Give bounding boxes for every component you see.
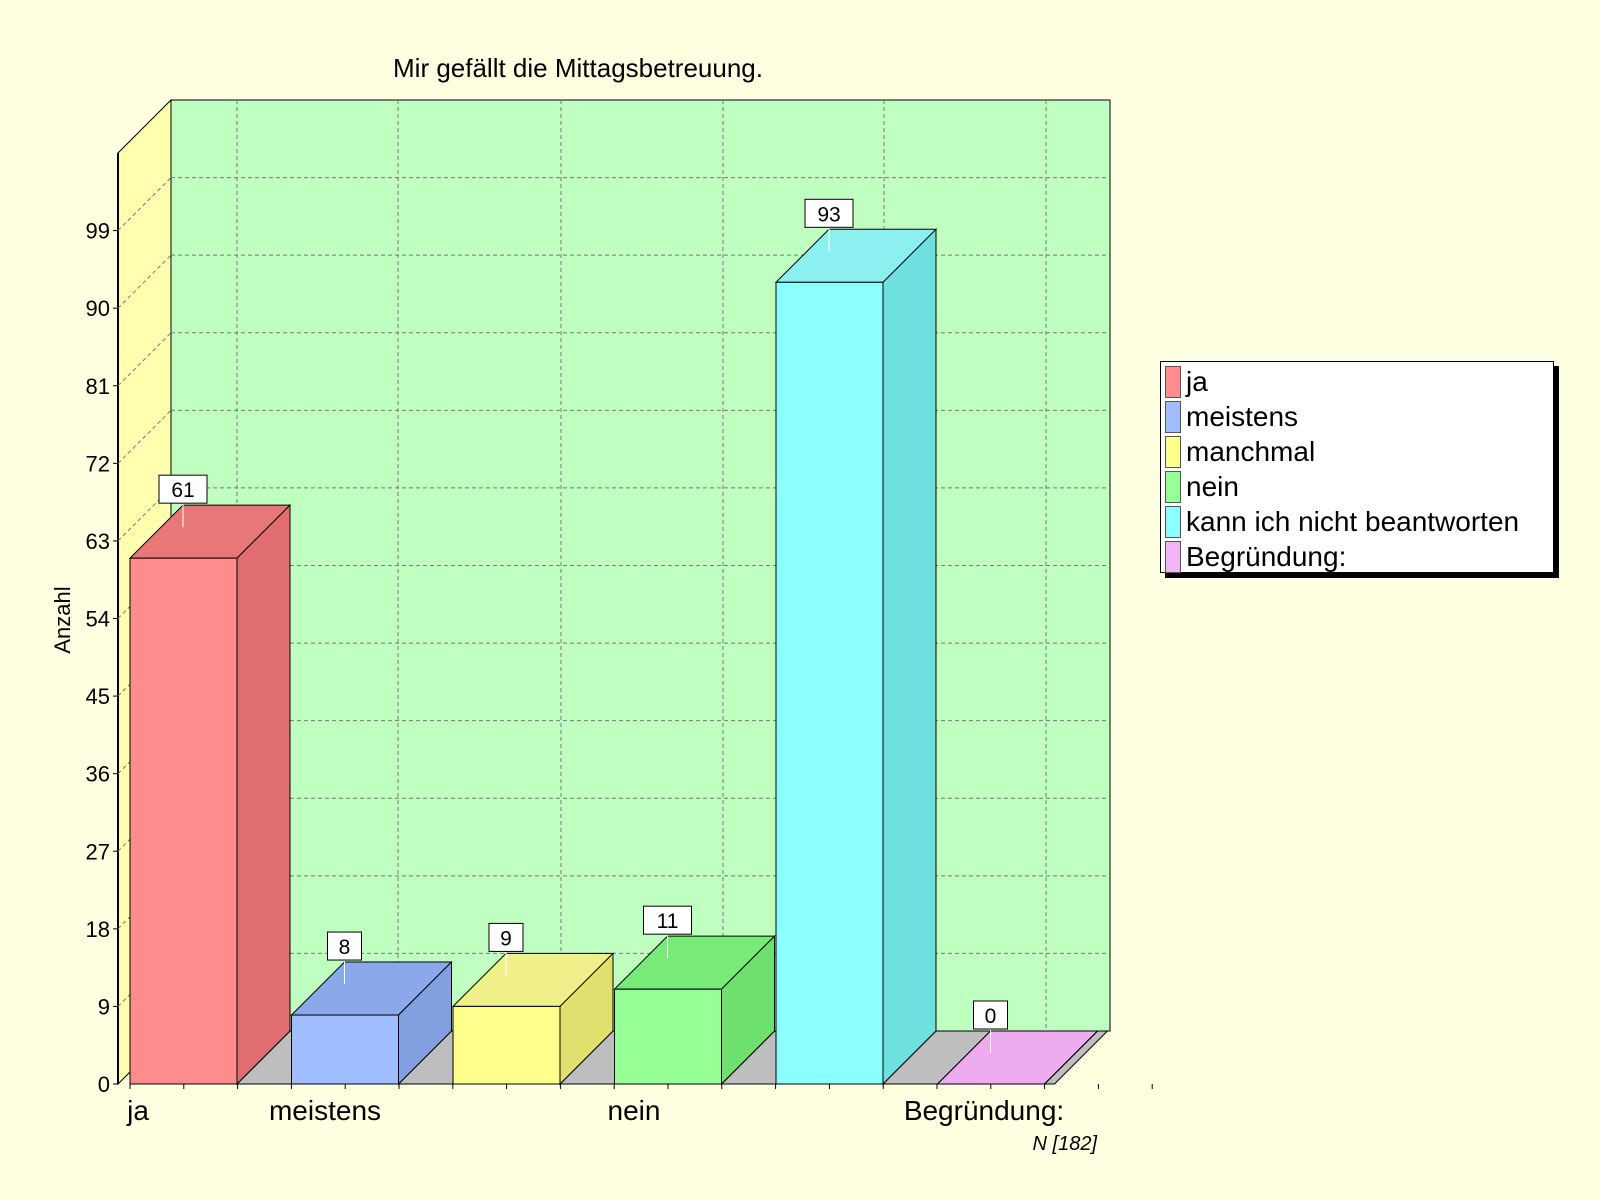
- legend-swatch-5: [1165, 505, 1181, 538]
- y-tick-label-11: 99: [86, 219, 110, 244]
- y-tick-label-0: 0: [98, 1072, 110, 1097]
- bar-3-label-box: [488, 922, 524, 952]
- y-tick-label-10: 90: [86, 296, 110, 321]
- legend-label-1: ja: [1186, 365, 1208, 397]
- y-tick-label-5: 45: [86, 684, 110, 709]
- y-tick-label-9: 81: [86, 374, 110, 399]
- legend-label-6: Begründung:: [1186, 540, 1347, 572]
- chart-title: Mir gefällt die Mittagsbetreuung.: [393, 53, 763, 83]
- side-gridline-7: [117, 487, 172, 542]
- bar-5-data-label: 93: [817, 203, 840, 226]
- bar-5-label-box: [804, 198, 854, 228]
- legend-swatch-4: [1165, 470, 1181, 503]
- y-axis-label: Anzahl: [50, 586, 75, 653]
- y-axis-ticks: 0 9 18 27 36 45 54 63 72 81 90 99: [86, 219, 118, 1097]
- x-tick-label-4: Begründung:: [904, 1095, 1064, 1126]
- legend-label-2: meistens: [1186, 400, 1299, 432]
- bar-2-data-label: 8: [339, 936, 351, 959]
- y-tick-label-2: 18: [86, 917, 110, 942]
- x-tick-label-3: nein: [608, 1095, 661, 1126]
- bar-1-data-label: 61: [171, 479, 194, 502]
- legend-label-5: kann ich nicht beantworten: [1186, 505, 1520, 537]
- bar-6-side: [1044, 1030, 1098, 1085]
- bar-6-data-label: 0: [985, 1005, 997, 1028]
- bar-2-label-box: [327, 931, 362, 961]
- bar-1-side: [236, 503, 291, 1086]
- bar-3-front: [452, 1005, 561, 1085]
- bar-2-front: [291, 1014, 399, 1085]
- bar-1-front: [129, 557, 238, 1085]
- bars: 61 8 9 11 93 0: [128, 198, 1109, 1086]
- y-tick-label-6: 54: [86, 607, 110, 632]
- y-tick-label-8: 72: [86, 451, 110, 476]
- bar-3-data-label: 9: [500, 927, 512, 950]
- legend-item-6: Begründung:: [1165, 539, 1549, 574]
- side-gridline-9: [117, 332, 172, 387]
- legend-item-2: meistens: [1165, 399, 1549, 434]
- bar-1-label-box: [158, 474, 208, 504]
- bar-4-front: [614, 988, 722, 1085]
- x-tick-label-2: meistens: [269, 1095, 381, 1126]
- y-tick-label-1: 9: [98, 994, 110, 1019]
- side-gridline-11: [117, 177, 172, 231]
- side-gridline-10: [117, 254, 172, 309]
- bar-5-side: [882, 228, 937, 1086]
- legend-swatch-1: [1165, 365, 1181, 398]
- x-tick-label-1: ja: [126, 1095, 149, 1126]
- y-tick-label-3: 27: [86, 839, 110, 864]
- legend-item-1: ja: [1165, 364, 1549, 399]
- legend-label-3: manchmal: [1186, 435, 1316, 467]
- legend-item-5: kann ich nicht beantworten: [1165, 504, 1549, 539]
- y-tick-label-7: 63: [86, 529, 110, 554]
- legend-swatch-3: [1165, 435, 1181, 468]
- legend-swatch-2: [1165, 400, 1181, 433]
- legend-item-4: nein: [1165, 469, 1549, 504]
- legend-item-3: manchmal: [1165, 434, 1549, 469]
- sample-size-note: N [182]: [1033, 1133, 1098, 1155]
- side-gridline-8: [117, 409, 172, 464]
- bar-5-front: [775, 281, 884, 1085]
- bar-6-label-box: [973, 1000, 1008, 1030]
- legend-swatch-6: [1165, 540, 1181, 573]
- y-tick-label-4: 36: [86, 762, 110, 787]
- x-axis-ticks: ja meistens nein Begründung:: [126, 1084, 1153, 1126]
- legend: ja meistens manchmal nein kann ich nicht bea…: [1160, 361, 1554, 573]
- legend-label-4: nein: [1186, 470, 1239, 502]
- bar-4-label-box: [643, 905, 692, 935]
- bar-4-data-label: 11: [657, 910, 679, 933]
